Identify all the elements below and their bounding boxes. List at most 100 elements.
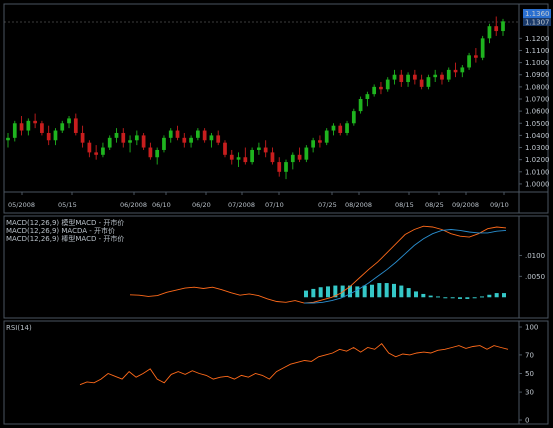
candle[interactable]	[257, 142, 261, 155]
candle[interactable]	[433, 69, 438, 83]
candle[interactable]	[141, 132, 146, 150]
candle[interactable]	[501, 18, 505, 36]
candle[interactable]	[40, 120, 44, 136]
candle[interactable]	[426, 74, 431, 90]
candle-body	[80, 132, 85, 143]
candle[interactable]	[202, 128, 207, 143]
candle[interactable]	[175, 125, 180, 141]
candle[interactable]	[365, 91, 370, 107]
candle[interactable]	[385, 77, 390, 92]
candle[interactable]	[209, 132, 214, 148]
candle[interactable]	[345, 120, 349, 136]
price-tag-primary-bg	[523, 9, 551, 18]
candle[interactable]	[87, 140, 92, 158]
candle[interactable]	[182, 132, 187, 148]
candle[interactable]	[453, 62, 458, 78]
candle[interactable]	[406, 72, 410, 87]
candle[interactable]	[114, 128, 119, 143]
candle[interactable]	[26, 118, 31, 136]
candle[interactable]	[236, 152, 241, 167]
candle[interactable]	[73, 113, 78, 136]
candle[interactable]	[290, 152, 295, 170]
price-tick-label: 1.0300	[525, 144, 550, 152]
candle[interactable]	[60, 120, 65, 133]
macd-histogram-bar	[355, 286, 360, 298]
candle[interactable]	[189, 135, 193, 148]
candle[interactable]	[168, 128, 173, 143]
candle[interactable]	[223, 140, 227, 158]
candle[interactable]	[128, 135, 132, 153]
macd-histogram-bar	[406, 288, 411, 298]
candle[interactable]	[19, 115, 24, 136]
date-tick-label: 06/10	[152, 201, 171, 209]
candle[interactable]	[474, 48, 478, 63]
candle[interactable]	[67, 115, 71, 129]
macd-legend-item: MACD(12,26,9) MACDA - 开市价	[6, 226, 115, 235]
candle[interactable]	[318, 135, 322, 148]
candle-body	[87, 142, 92, 153]
candle[interactable]	[331, 123, 336, 136]
candle-body	[134, 135, 139, 141]
candle[interactable]	[467, 52, 471, 70]
candle[interactable]	[304, 145, 309, 163]
macd-histogram-bar	[487, 294, 492, 298]
candle[interactable]	[460, 65, 465, 78]
candle[interactable]	[297, 147, 302, 163]
candle[interactable]	[53, 128, 58, 146]
candle-body	[412, 74, 417, 80]
candle[interactable]	[229, 149, 234, 165]
price-panel[interactable]: 1.1200 1.1100 1.1000 1.0900 1.0800 1.0700 1.06…	[3, 3, 551, 214]
candle[interactable]	[284, 159, 288, 180]
candle[interactable]	[487, 23, 492, 44]
candle[interactable]	[46, 125, 51, 146]
candle[interactable]	[80, 125, 85, 148]
candle[interactable]	[399, 69, 404, 87]
candle-body	[474, 55, 478, 58]
candle[interactable]	[372, 84, 377, 97]
candle[interactable]	[480, 35, 485, 61]
candle[interactable]	[446, 67, 451, 83]
macd-histogram-bar	[436, 296, 440, 298]
candle[interactable]	[148, 142, 153, 160]
candle[interactable]	[270, 147, 275, 165]
candle[interactable]	[33, 113, 37, 129]
candle[interactable]	[107, 135, 112, 150]
candle[interactable]	[243, 147, 248, 165]
candle[interactable]	[195, 128, 200, 141]
candle[interactable]	[121, 128, 126, 148]
candle-body	[494, 26, 499, 32]
candle[interactable]	[134, 130, 139, 146]
macd-histogram-bar	[480, 296, 484, 298]
candle[interactable]	[6, 132, 10, 148]
candle[interactable]	[162, 135, 166, 153]
candle[interactable]	[250, 147, 254, 165]
candle[interactable]	[351, 108, 356, 126]
candle[interactable]	[12, 120, 17, 142]
macd-histogram-bar	[450, 297, 455, 299]
candle[interactable]	[379, 82, 383, 95]
price-tick-label: 1.0500	[525, 120, 550, 128]
candle[interactable]	[263, 140, 268, 158]
candle[interactable]	[494, 16, 499, 36]
candle[interactable]	[440, 72, 444, 85]
candle[interactable]	[412, 69, 417, 85]
rsi-tick-label: 70	[525, 351, 534, 359]
candle-body	[6, 137, 10, 141]
candle[interactable]	[324, 128, 329, 146]
candle[interactable]	[311, 137, 316, 153]
candle[interactable]	[338, 123, 343, 136]
rsi-panel[interactable]: 100 70 50 30 0 RSI(14)	[3, 320, 549, 425]
macd-tick-label: .0100	[525, 252, 545, 260]
candle-body	[243, 157, 248, 163]
candle[interactable]	[216, 130, 221, 146]
candle[interactable]	[94, 145, 99, 160]
candle[interactable]	[392, 69, 397, 85]
rsi-legend-item: RSI(14)	[6, 324, 32, 332]
candle[interactable]	[155, 147, 160, 165]
price-panel-border	[3, 3, 549, 214]
candle[interactable]	[358, 96, 363, 114]
candle[interactable]	[101, 142, 105, 158]
candle[interactable]	[419, 74, 424, 90]
candle[interactable]	[277, 157, 282, 177]
